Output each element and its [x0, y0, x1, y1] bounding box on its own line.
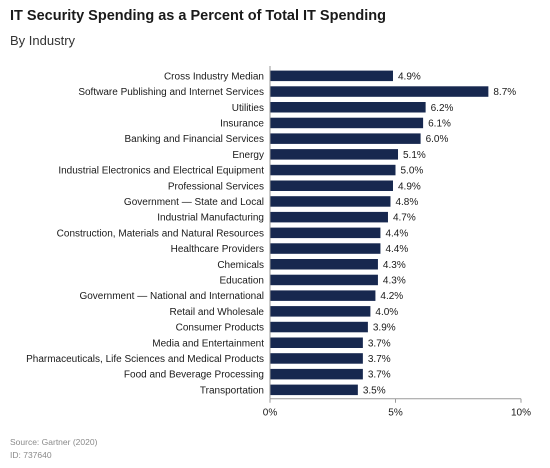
category-label: Government — State and Local	[124, 197, 264, 208]
data-label: 6.1%	[428, 118, 451, 129]
bar	[270, 259, 378, 270]
category-label: Professional Services	[168, 181, 264, 192]
data-label: 4.9%	[398, 71, 421, 82]
category-label: Government — National and International	[79, 291, 264, 302]
data-label: 4.2%	[380, 291, 403, 302]
data-label: 4.8%	[395, 197, 418, 208]
data-label: 6.2%	[431, 103, 454, 114]
data-label: 6.0%	[426, 134, 449, 145]
data-label: 4.3%	[383, 275, 406, 286]
category-label: Insurance	[220, 118, 264, 129]
category-label: Cross Industry Median	[164, 71, 264, 82]
category-label: Chemicals	[217, 260, 264, 271]
chart-title: IT Security Spending as a Percent of Tot…	[10, 8, 386, 24]
data-label: 4.0%	[375, 307, 398, 318]
data-label: 8.7%	[493, 87, 516, 98]
category-label: Consumer Products	[176, 323, 264, 334]
bar	[270, 274, 378, 286]
bar	[270, 102, 426, 113]
bar	[270, 321, 368, 333]
bar	[270, 227, 381, 239]
bar	[270, 368, 363, 380]
x-tick-label: 5%	[388, 408, 403, 419]
category-label: Transportation	[200, 385, 264, 396]
x-tick-label: 10%	[511, 408, 531, 419]
data-label: 5.1%	[403, 150, 426, 161]
category-label: Media and Entertainment	[152, 338, 264, 349]
bar	[270, 211, 388, 223]
bar	[270, 384, 358, 396]
category-label: Construction, Materials and Natural Reso…	[57, 228, 264, 239]
category-label: Education	[220, 275, 264, 286]
bar	[270, 306, 371, 317]
data-label: 3.7%	[368, 354, 391, 365]
category-label: Energy	[232, 150, 264, 161]
bar	[270, 290, 376, 301]
bar	[270, 196, 391, 207]
data-label: 5.0%	[401, 166, 424, 177]
category-label: Pharmaceuticals, Life Sciences and Medic…	[26, 354, 264, 365]
data-label: 4.9%	[398, 181, 421, 192]
data-label: 3.7%	[368, 370, 391, 381]
bar	[270, 337, 363, 348]
bar	[270, 149, 399, 160]
data-label: 4.4%	[385, 244, 408, 255]
category-label: Healthcare Providers	[171, 244, 264, 255]
data-label: 4.4%	[385, 228, 408, 239]
category-label: Utilities	[232, 103, 264, 114]
bar	[270, 243, 381, 254]
source-note: Source: Gartner (2020)	[10, 437, 98, 447]
chart-subtitle: By Industry	[10, 33, 76, 48]
category-label: Industrial Electronics and Electrical Eq…	[58, 166, 264, 177]
statistic-id: ID: 737640	[10, 450, 52, 460]
data-label: 3.7%	[368, 338, 391, 349]
category-label: Software Publishing and Internet Service…	[78, 87, 264, 98]
bar	[270, 133, 421, 144]
bar	[270, 117, 424, 129]
x-tick-label: 0%	[263, 408, 278, 419]
category-label: Food and Beverage Processing	[124, 370, 264, 381]
category-label: Industrial Manufacturing	[157, 213, 264, 224]
bar	[270, 70, 393, 82]
category-label: Banking and Financial Services	[124, 134, 264, 145]
data-label: 4.7%	[393, 213, 416, 224]
data-label: 4.3%	[383, 260, 406, 271]
bar	[270, 164, 396, 176]
bar	[270, 180, 393, 191]
data-label: 3.5%	[363, 385, 386, 396]
bar	[270, 353, 363, 364]
category-label: Retail and Wholesale	[170, 307, 265, 318]
data-label: 3.9%	[373, 323, 396, 334]
bar	[270, 86, 489, 97]
